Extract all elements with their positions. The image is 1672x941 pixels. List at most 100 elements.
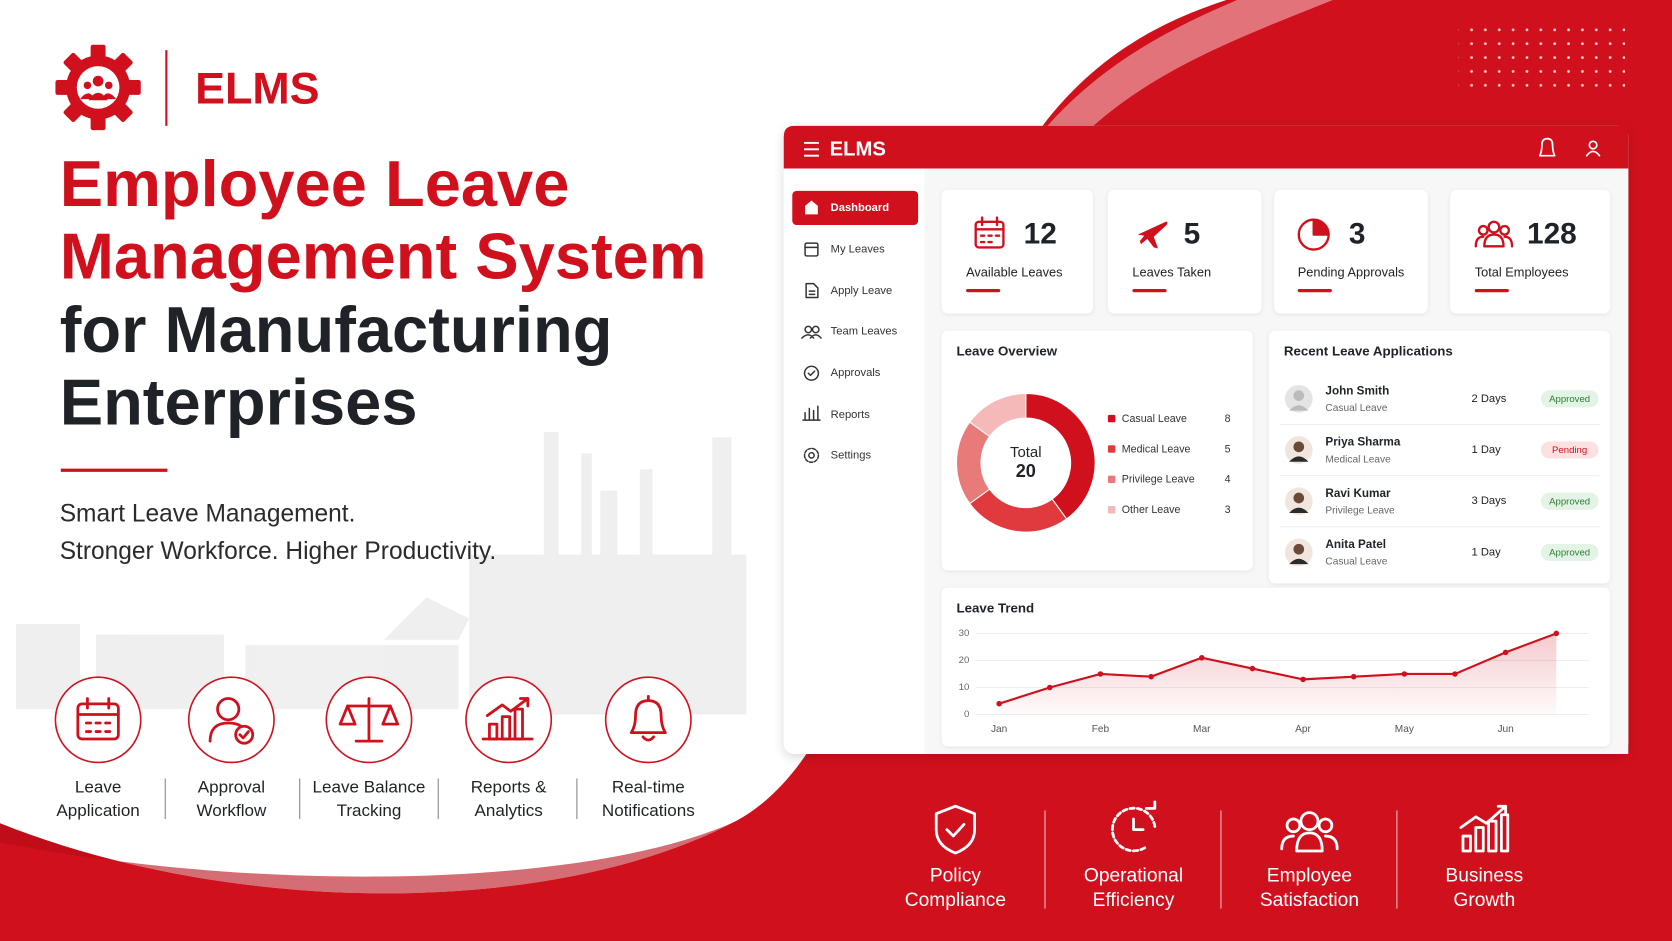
- stat-value: 12: [1024, 218, 1057, 251]
- nav-item[interactable]: Reports: [831, 409, 871, 421]
- nav-item[interactable]: My Leaves: [831, 243, 886, 255]
- line-point: [1502, 649, 1509, 656]
- stat-label: Available Leaves: [966, 264, 1062, 279]
- nav-item[interactable]: Apply Leave: [831, 285, 893, 297]
- leave-type: Casual Leave: [1325, 557, 1387, 568]
- panel: [1268, 330, 1611, 584]
- legend-swatch: [1107, 445, 1116, 453]
- feature-label: Workflow: [197, 801, 267, 820]
- nav-item[interactable]: Settings: [831, 449, 872, 461]
- status: Pending: [1552, 445, 1587, 456]
- tagline: Stronger Workforce. Higher Productivity.: [60, 538, 496, 565]
- benefit-label: Operational: [1084, 866, 1183, 887]
- avatar-body: [1289, 558, 1309, 565]
- logo: ELMS: [55, 44, 319, 131]
- line-point: [1553, 630, 1560, 637]
- x-tick-label: Apr: [1295, 724, 1311, 735]
- leave-duration: 1 Day: [1472, 444, 1502, 456]
- panel-title: Leave Overview: [956, 343, 1057, 358]
- stat-value: 5: [1184, 218, 1201, 251]
- status: Approved: [1549, 496, 1590, 507]
- status: Approved: [1549, 394, 1590, 405]
- legend-swatch: [1107, 506, 1116, 514]
- benefit-label: Business: [1445, 866, 1523, 887]
- feature-label: Notifications: [602, 801, 695, 820]
- line: [998, 632, 1557, 705]
- feature-label: Approval: [198, 778, 265, 797]
- line-point: [1300, 676, 1306, 683]
- legend-label: Privilege Leave: [1122, 474, 1195, 486]
- status-pill: [1540, 390, 1599, 408]
- legend-value: 5: [1225, 443, 1231, 455]
- avatar-body: [1289, 456, 1309, 462]
- x-tick-label: Feb: [1092, 724, 1110, 735]
- stat-underline: [1132, 288, 1167, 293]
- avatar-head: [1293, 543, 1305, 555]
- applicant-name: Priya Sharma: [1325, 436, 1400, 449]
- stat-label: Leaves Taken: [1132, 264, 1211, 279]
- legend-swatch: [1107, 475, 1116, 484]
- donut-center-label: Total: [1010, 444, 1041, 461]
- feature-label: Leave: [75, 778, 121, 797]
- benefit-label: Growth: [1453, 890, 1515, 911]
- line-point: [1148, 673, 1154, 680]
- legend-value: 3: [1225, 504, 1231, 516]
- legend-label: Medical Leave: [1122, 443, 1191, 455]
- recent-applications: Recent Leave Applications John Smith Casua…: [1279, 343, 1600, 568]
- leave-duration: 2 Days: [1472, 393, 1507, 405]
- sidebar: Dashboard My Leaves Apply Leave Team Leaves…: [831, 202, 898, 461]
- benefit-icons: [934, 800, 1510, 909]
- headline-line: Employee Leave: [60, 147, 570, 220]
- line-point: [1249, 665, 1256, 672]
- benefit-label: Compliance: [905, 890, 1006, 911]
- benefit-label: Efficiency: [1093, 890, 1175, 911]
- panel-title: Leave Trend: [956, 600, 1034, 615]
- brand-name: ELMS: [195, 64, 319, 114]
- feature-label: Reports &: [471, 778, 547, 797]
- y-tick-label: 10: [959, 682, 970, 693]
- headline-line: for Manufacturing: [60, 293, 613, 366]
- nav-item[interactable]: Approvals: [831, 367, 881, 379]
- stats: 12 Available Leaves 5 Leaves Taken 3 Pending …: [966, 218, 1577, 293]
- feature-icons: [54, 676, 692, 820]
- legend-swatch: [1107, 414, 1116, 423]
- x-tick-label: Mar: [1193, 724, 1211, 735]
- legend-value: 8: [1225, 413, 1231, 425]
- line-point: [1198, 654, 1205, 661]
- feature-label: Leave Balance: [313, 778, 426, 797]
- legend-value: 4: [1225, 474, 1231, 486]
- donut-chart: Leave Overview Casual Leave 8 Medical Leave…: [956, 343, 1231, 533]
- stat-value: 3: [1349, 218, 1366, 251]
- headline: Employee Leave Management System for Man…: [60, 147, 707, 439]
- x-tick-label: May: [1395, 724, 1415, 735]
- legend-label: Other Leave: [1122, 504, 1181, 516]
- stat-label: Pending Approvals: [1298, 264, 1405, 279]
- y-tick-label: 0: [964, 709, 969, 720]
- leave-type: Privilege Leave: [1325, 505, 1395, 516]
- avatar-head: [1293, 441, 1305, 453]
- leave-duration: 1 Day: [1472, 546, 1502, 558]
- avatar-body: [1289, 507, 1309, 513]
- stat-value: 128: [1527, 218, 1577, 251]
- applicant-name: Ravi Kumar: [1325, 487, 1391, 500]
- stat-cards: [941, 189, 1611, 314]
- line-point: [1097, 671, 1104, 677]
- feature-label: Real-time: [612, 778, 685, 797]
- line-point: [1047, 684, 1053, 691]
- nav-item[interactable]: Dashboard: [831, 202, 890, 214]
- leave-duration: 3 Days: [1472, 495, 1507, 507]
- panel-title: Recent Leave Applications: [1284, 343, 1453, 358]
- status-pill: [1540, 543, 1599, 561]
- legend-label: Casual Leave: [1122, 413, 1187, 425]
- nav-item[interactable]: Team Leaves: [831, 326, 898, 338]
- headline-line: Management System: [60, 219, 707, 292]
- line-point: [996, 700, 1002, 707]
- leave-type: Casual Leave: [1325, 403, 1387, 414]
- app-name: ELMS: [830, 139, 886, 161]
- line-point: [1350, 673, 1357, 680]
- avatar-body: [1289, 405, 1309, 411]
- feature-label: Tracking: [337, 801, 402, 820]
- feature-label: Analytics: [475, 801, 543, 820]
- benefit-label: Satisfaction: [1260, 890, 1359, 911]
